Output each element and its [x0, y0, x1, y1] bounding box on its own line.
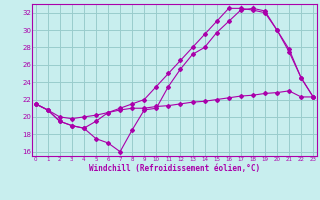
- X-axis label: Windchill (Refroidissement éolien,°C): Windchill (Refroidissement éolien,°C): [89, 164, 260, 173]
